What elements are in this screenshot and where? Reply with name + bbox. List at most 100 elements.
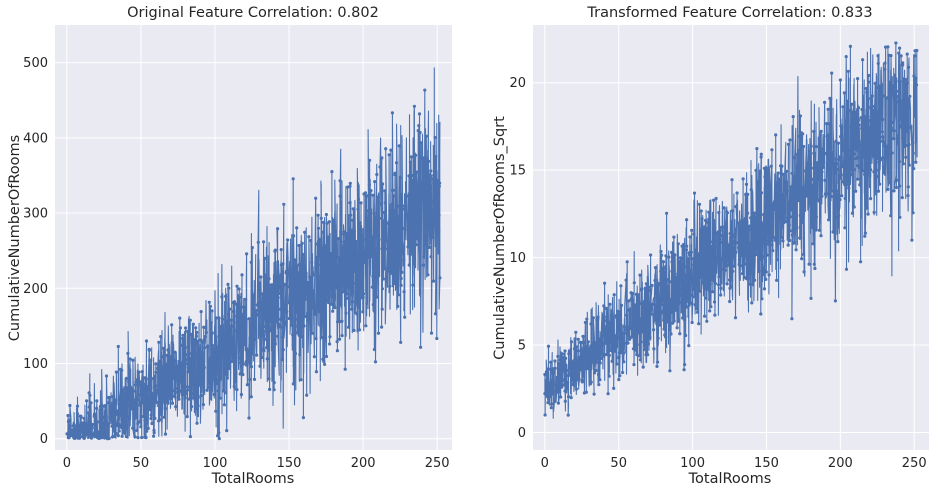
data-point [187,370,191,374]
data-point [854,189,858,193]
data-point [618,374,622,378]
data-point [418,130,422,135]
data-point [659,303,663,307]
data-point [877,121,881,126]
data-point [872,112,877,116]
data-point [559,369,563,373]
data-point [120,368,124,372]
data-point [589,322,593,326]
data-point [208,372,212,377]
data-point [262,240,266,244]
data-point [224,336,228,340]
data-point [844,55,848,59]
data-point [267,296,271,300]
data-point [630,292,635,296]
data-point [220,330,224,334]
data-point [226,282,230,286]
data-point [347,325,351,329]
x-tick-label: 0 [63,456,71,471]
data-point [770,148,774,152]
data-point [210,331,214,335]
data-point [396,293,401,297]
data-point [88,420,92,424]
data-point [883,156,887,160]
data-point [911,211,915,215]
data-point [371,302,375,307]
data-point [363,191,367,195]
data-point [602,315,606,319]
data-point [315,242,320,246]
data-point [254,311,258,315]
data-point [771,204,775,208]
data-point [141,414,146,419]
data-point [92,412,97,416]
data-point [668,280,672,284]
data-point [662,271,666,275]
data-point [661,260,666,264]
y-tick-label: 100 [23,357,48,372]
data-point [242,305,246,309]
data-point [162,346,166,350]
data-point [282,202,286,206]
data-point [725,282,729,286]
data-point [617,312,622,316]
data-point [351,207,355,211]
data-point [429,186,433,190]
data-point [228,343,232,347]
data-point [666,296,670,300]
data-point [210,309,214,313]
data-point [291,382,295,386]
data-point [875,175,879,179]
data-point [717,283,721,287]
data-point [568,349,572,353]
data-point [737,235,742,239]
data-point [854,123,859,127]
data-point [820,170,824,174]
data-point [162,378,166,382]
data-point [776,211,781,215]
data-point [200,340,205,344]
data-point [769,207,773,211]
data-point [669,332,673,336]
data-point [277,322,281,327]
data-point [353,255,357,260]
data-point [577,376,581,381]
data-point [352,229,356,233]
data-point [344,278,348,282]
data-point [425,242,429,246]
data-point [878,102,882,106]
data-point [216,369,221,373]
data-point [662,318,666,322]
data-point [913,112,917,116]
data-point [709,240,713,244]
data-point [259,275,263,279]
data-point [400,270,404,274]
data-point [906,194,910,198]
data-point [721,255,725,259]
data-point [153,416,157,420]
data-point [365,194,369,198]
data-point [137,370,141,374]
data-point [656,360,660,364]
data-point [766,242,770,246]
data-point [555,384,559,388]
data-point [760,297,764,301]
data-point [713,261,717,265]
data-point [857,118,861,122]
data-point [390,111,394,115]
data-point [852,135,856,139]
data-point [149,413,153,417]
data-point [176,386,180,391]
data-point [232,329,237,333]
data-point [196,363,201,367]
data-point [795,173,799,177]
data-point [199,393,203,398]
data-point [876,189,881,193]
data-point [865,144,870,148]
data-point [383,266,387,270]
data-point [230,359,234,364]
data-point [868,118,873,122]
data-point [894,79,898,83]
data-point [658,323,662,327]
data-point [235,284,239,288]
